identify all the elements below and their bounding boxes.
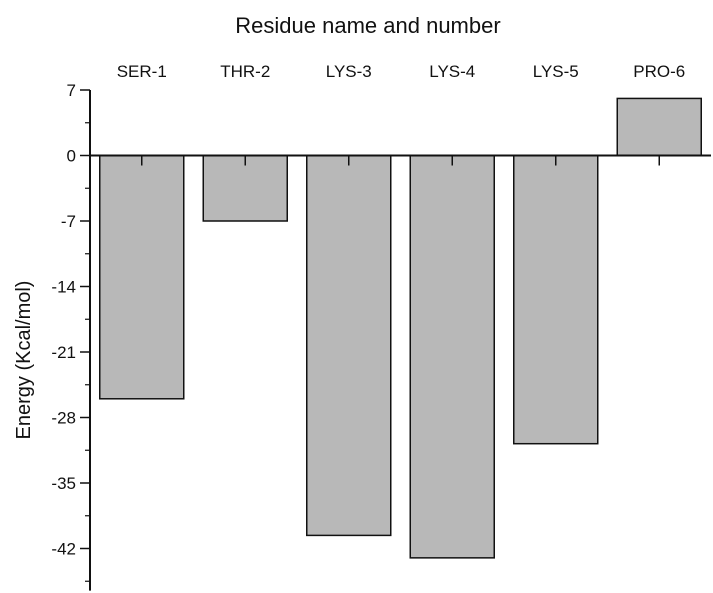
- chart-title: Residue name and number: [235, 13, 500, 38]
- category-label-thr-2: THR-2: [220, 62, 270, 81]
- category-label-lys-4: LYS-4: [429, 62, 475, 81]
- y-tick-label: 7: [67, 81, 76, 100]
- bar-thr-2: [202, 154, 288, 222]
- y-tick-label: -35: [51, 474, 76, 493]
- bar-pro-6: [616, 97, 702, 157]
- bar-lys-5: [513, 154, 599, 445]
- bar-ser-1: [99, 154, 185, 400]
- labels-layer: SER-1 THR-2 LYS-3 LYS-4 LYS-5 PRO-6 7 0 -7 -14 -21…: [51, 62, 685, 559]
- bars-layer: [99, 97, 702, 559]
- category-label-pro-6: PRO-6: [633, 62, 685, 81]
- y-tick-label: -21: [51, 343, 76, 362]
- axes-layer: [80, 89, 711, 591]
- y-tick-label: -14: [51, 278, 76, 297]
- y-tick-label: -7: [61, 212, 76, 231]
- category-label-lys-5: LYS-5: [533, 62, 579, 81]
- bar-lys-4: [409, 154, 495, 559]
- y-tick-label: -28: [51, 409, 76, 428]
- y-axis-label: Energy (Kcal/mol): [13, 281, 35, 440]
- y-tick-label: -42: [51, 540, 76, 559]
- category-label-lys-3: LYS-3: [326, 62, 372, 81]
- category-label-ser-1: SER-1: [117, 62, 167, 81]
- y-tick-label: 0: [67, 147, 76, 166]
- bar-lys-3: [306, 154, 392, 537]
